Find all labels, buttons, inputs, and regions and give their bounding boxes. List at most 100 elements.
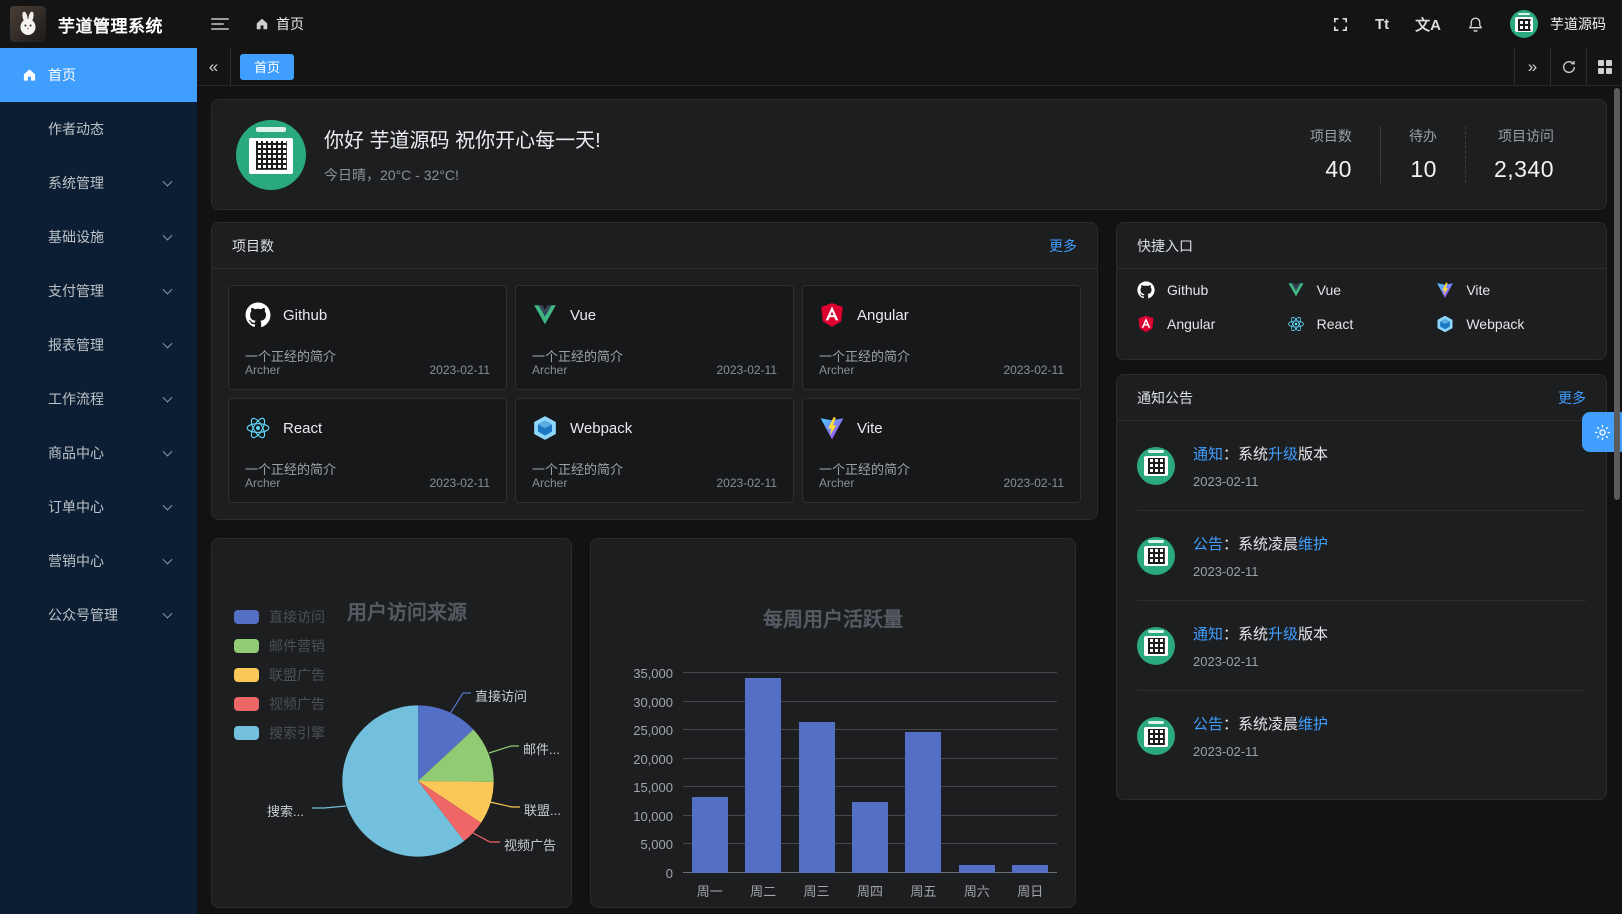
sidebar-item-product[interactable]: 商品中心	[0, 426, 197, 480]
notice-item[interactable]: 通知：系统升级版本 2023-02-11	[1137, 601, 1586, 691]
sidebar-item-infra[interactable]: 基础设施	[0, 210, 197, 264]
sidebar-item-report[interactable]: 报表管理	[0, 318, 197, 372]
pie-data-label: 邮件...	[523, 742, 560, 757]
pie-slice-搜索引擎[interactable]	[342, 705, 465, 857]
projects-more-link[interactable]: 更多	[1049, 237, 1077, 254]
bar-周五[interactable]	[905, 731, 942, 873]
chevron-down-icon	[162, 608, 173, 619]
sidebar-item-home[interactable]: 首页	[0, 48, 197, 102]
project-date: 2023-02-11	[429, 476, 491, 490]
notices-more-link[interactable]: 更多	[1558, 389, 1586, 406]
pie-slice-视频广告[interactable]	[418, 781, 482, 842]
y-axis-tick: 15,000	[633, 780, 673, 796]
legend-item[interactable]: 直接访问	[234, 607, 325, 627]
tabs-scroll-right-icon[interactable]: »	[1514, 47, 1550, 86]
gear-icon	[1594, 424, 1610, 440]
shortcut-vite[interactable]: Vite	[1436, 281, 1586, 299]
x-axis-tick: 周六	[963, 884, 990, 899]
bar-周六[interactable]	[958, 865, 995, 873]
menu-collapse-icon[interactable]	[211, 18, 229, 30]
chevron-down-icon	[162, 446, 173, 457]
legend-item[interactable]: 邮件营销	[234, 636, 325, 656]
project-card-react[interactable]: React 一个正经的简介 Archer 2023-02-11	[228, 398, 507, 503]
chevron-down-icon	[162, 284, 173, 295]
project-card-angular[interactable]: Angular 一个正经的简介 Archer 2023-02-11	[802, 285, 1081, 390]
pie-data-label: 直接访问	[475, 689, 528, 704]
projects-panel-title: 项目数	[232, 237, 274, 254]
font-size-icon[interactable]: Tt	[1374, 15, 1390, 33]
project-date: 2023-02-11	[716, 363, 778, 377]
project-author: Archer	[819, 363, 855, 377]
shortcut-react[interactable]: React	[1287, 315, 1437, 333]
shortcut-webpack[interactable]: Webpack	[1436, 315, 1586, 333]
project-card-vite[interactable]: Vite 一个正经的简介 Archer 2023-02-11	[802, 398, 1081, 503]
shortcut-github[interactable]: Github	[1137, 281, 1287, 299]
notice-item[interactable]: 通知：系统升级版本 2023-02-11	[1137, 421, 1586, 511]
y-axis-tick: 25,000	[633, 723, 673, 739]
notice-list: 通知：系统升级版本 2023-02-11 公告：系统凌晨维护 2023-02-11 通知…	[1117, 421, 1606, 781]
notice-title: 公告：系统凌晨维护	[1193, 716, 1329, 733]
shortcut-label: Angular	[1167, 316, 1216, 332]
project-author: Archer	[532, 363, 568, 377]
chevron-down-icon	[162, 176, 173, 187]
locale-icon[interactable]: 文A	[1415, 16, 1441, 34]
notice-item[interactable]: 公告：系统凌晨维护 2023-02-11	[1137, 691, 1586, 781]
legend-item[interactable]: 联盟广告	[234, 665, 325, 685]
greeting-text: 你好 芋道源码 祝你开心每一天!	[324, 130, 601, 152]
x-axis-tick: 周一	[696, 884, 723, 899]
notice-qr-avatar	[1137, 446, 1175, 485]
x-axis-tick: 周五	[910, 884, 937, 899]
y-axis-tick: 10,000	[633, 808, 673, 824]
fullscreen-icon[interactable]	[1332, 16, 1349, 33]
bar-chart-x-axis: 周一 周二 周三 周四 周五 周六 周日	[683, 881, 1057, 900]
bar-chart-title: 每周用户活跃量	[763, 609, 903, 631]
user-name[interactable]: 芋道源码	[1550, 16, 1606, 32]
tab-home[interactable]: 首页	[240, 53, 295, 80]
x-axis-tick: 周日	[1017, 884, 1044, 899]
tabs-scroll-left-icon[interactable]: «	[197, 47, 231, 86]
sidebar-item-author-news[interactable]: 作者动态	[48, 121, 104, 137]
bar-周三[interactable]	[798, 722, 835, 873]
notice-date: 2023-02-11	[1193, 653, 1259, 669]
project-card-github[interactable]: Github 一个正经的简介 Archer 2023-02-11	[228, 285, 507, 390]
legend-swatch	[234, 639, 259, 653]
pie-slice-直接访问[interactable]	[418, 705, 474, 781]
app-title: 芋道管理系统	[58, 16, 163, 36]
breadcrumb[interactable]: 首页	[255, 14, 304, 34]
project-card-vue[interactable]: Vue 一个正经的简介 Archer 2023-02-11	[515, 285, 794, 390]
legend-item[interactable]: 搜索引擎	[234, 723, 325, 743]
project-card-webpack[interactable]: Webpack 一个正经的简介 Archer 2023-02-11	[515, 398, 794, 503]
notice-item[interactable]: 公告：系统凌晨维护 2023-02-11	[1137, 511, 1586, 601]
pie-slice-邮件营销[interactable]	[418, 729, 494, 782]
sidebar-item-workflow[interactable]: 工作流程	[0, 372, 197, 426]
chevron-down-icon	[162, 338, 173, 349]
notice-qr-avatar	[1137, 536, 1175, 575]
bar-周一[interactable]	[691, 797, 728, 873]
user-avatar[interactable]	[1510, 10, 1538, 38]
pie-chart-panel: 用户访问来源 直接访问 邮件营销 联盟广告 视频广告 搜索引擎 直接访问 邮件.…	[211, 538, 572, 908]
refresh-icon[interactable]	[1550, 47, 1586, 86]
notification-bell-icon[interactable]	[1467, 16, 1484, 33]
sidebar-item-order[interactable]: 订单中心	[0, 480, 197, 534]
layout-grid-icon[interactable]	[1586, 47, 1622, 86]
project-date: 2023-02-11	[429, 363, 491, 377]
legend-item[interactable]: 视频广告	[234, 694, 325, 714]
pie-slice-联盟广告[interactable]	[418, 781, 494, 823]
shortcut-angular[interactable]: Angular	[1137, 315, 1287, 333]
vite-icon	[1437, 282, 1454, 298]
sidebar-item-system[interactable]: 系统管理	[0, 156, 197, 210]
bar-周日[interactable]	[1012, 865, 1049, 873]
sidebar-item-wechat-mp[interactable]: 公众号管理	[0, 588, 197, 642]
bar-周四[interactable]	[851, 802, 888, 873]
shortcut-vue[interactable]: Vue	[1287, 281, 1437, 299]
sidebar-item-payment[interactable]: 支付管理	[0, 264, 197, 318]
sidebar-item-marketing[interactable]: 营销中心	[0, 534, 197, 588]
pie-chart-title: 用户访问来源	[347, 602, 467, 624]
bar-周二[interactable]	[745, 677, 782, 873]
vertical-scrollbar[interactable]	[1614, 88, 1620, 500]
welcome-stats: 项目数 40 待办 10 项目访问 2,340	[1282, 126, 1582, 183]
project-name: Vue	[570, 306, 597, 324]
pie-chart[interactable]	[340, 703, 496, 859]
legend-swatch	[234, 668, 259, 682]
stat-todo: 待办 10	[1379, 126, 1465, 183]
